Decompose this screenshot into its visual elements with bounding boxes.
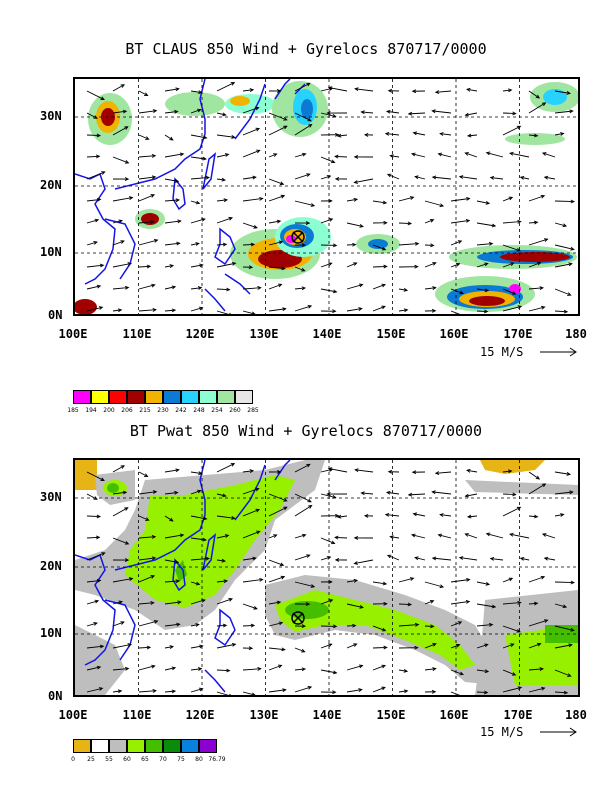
panel1-colorbar-swatch: [109, 390, 127, 404]
panel1-lon-110e: 110E: [122, 327, 152, 341]
panel2-wind-vectors: [86, 463, 576, 700]
panel1-lon-100e: 100E: [58, 327, 88, 341]
panel1-colorbar-swatch: [127, 390, 145, 404]
panel2-lon-140e: 140E: [312, 708, 342, 722]
panel1-wind-vectors: [86, 82, 576, 319]
panel1-ref-vector-label: 15 M/S: [480, 345, 524, 359]
panel1-colorbar-swatch: [235, 390, 253, 404]
panel1-cloud-shading: [73, 81, 580, 315]
panel2-lat-20n: 20N: [40, 559, 62, 573]
panel2-lon-180: 180: [565, 708, 587, 722]
panel2-colorbar-tick-label: 0: [71, 756, 75, 763]
panel2-ref-arrow-icon: [540, 727, 577, 737]
panel2-map-svg: [74, 459, 578, 700]
panel1-lon-180: 180: [565, 327, 587, 341]
panel1-colorbar-swatch: [199, 390, 217, 404]
panel1-lat-20n: 20N: [40, 178, 62, 192]
panel2-lon-130e: 130E: [249, 708, 279, 722]
panel1-colorbar-tick-label: 260: [229, 407, 241, 414]
panel2-colorbar-tick-label: 80: [195, 756, 203, 763]
panel1-colorbar-swatch: [91, 390, 109, 404]
panel2-colorbar-ticks: 0 25 55 60 65 70 75 80 76.79: [64, 756, 226, 763]
panel1-lat-30n: 30N: [40, 109, 62, 123]
panel1-map: [73, 77, 580, 319]
panel1-lat-0n: 0N: [48, 308, 63, 322]
panel1-lon-120e: 120E: [185, 327, 215, 341]
panel2-colorbar-swatch: [181, 739, 199, 753]
panel2-colorbar: [73, 739, 217, 753]
panel2-colorbar-swatch: [163, 739, 181, 753]
panel1-colorbar-tick-label: 248: [193, 407, 205, 414]
panel1-colorbar-tick-label: 230: [157, 407, 169, 414]
panel1-lat-10n: 10N: [40, 245, 62, 259]
panel1-coastlines: [74, 78, 306, 312]
panel2-lon-120e: 120E: [185, 708, 215, 722]
panel2-lon-110e: 110E: [122, 708, 152, 722]
panel1-colorbar-swatch: [217, 390, 235, 404]
panel2-colorbar-tick-label: 76.79: [208, 756, 226, 763]
panel2-colorbar-tick-label: 25: [87, 756, 95, 763]
panel2-colorbar-swatch: [145, 739, 163, 753]
panel1-map-svg: [73, 78, 580, 319]
panel2-colorbar-tick-label: 60: [123, 756, 131, 763]
panel2-ref-vector-label: 15 M/S: [480, 725, 524, 739]
panel2-colorbar-tick-label: 65: [141, 756, 149, 763]
gyre-marker-icon: [291, 611, 305, 625]
gyre-marker-icon: [291, 230, 305, 244]
panel1-colorbar-tick-label: 194: [85, 407, 97, 414]
panel1-colorbar-swatch: [145, 390, 163, 404]
panel1-lon-130e: 130E: [249, 327, 279, 341]
panel2-lon-150e: 150E: [376, 708, 406, 722]
panel2-colorbar-tick-label: 55: [105, 756, 113, 763]
panel2-lat-30n: 30N: [40, 490, 62, 504]
panel2-coastlines: [74, 459, 291, 693]
panel2-lat-10n: 10N: [40, 626, 62, 640]
panel1-colorbar-tick-label: 206: [121, 407, 133, 414]
panel1-ref-arrow-icon: [540, 347, 577, 357]
panel1-colorbar-tick-label: 185: [67, 407, 79, 414]
panel1-colorbar-swatch: [163, 390, 181, 404]
panel1-lon-170e: 170E: [503, 327, 533, 341]
panel1-colorbar-ticks: 185 194 200 206 215 230 242 248 254 260 285: [64, 407, 262, 414]
panel2-pwat-shading: [75, 460, 578, 695]
panel2-map: [73, 458, 580, 700]
panel2-colorbar-swatch: [91, 739, 109, 753]
panel1-colorbar-swatch: [181, 390, 199, 404]
panel2-lon-160e: 160E: [439, 708, 469, 722]
panel2-colorbar-swatch: [199, 739, 217, 753]
panel2-colorbar-tick-label: 70: [159, 756, 167, 763]
panel1-colorbar-tick-label: 242: [175, 407, 187, 414]
panel2-title: BT Pwat 850 Wind + Gyrelocs 870717/0000: [129, 422, 483, 440]
panel2-lon-100e: 100E: [58, 708, 88, 722]
panel2-colorbar-swatch: [73, 739, 91, 753]
panel2-lon-170e: 170E: [503, 708, 533, 722]
panel1-colorbar-tick-label: 200: [103, 407, 115, 414]
panel1-colorbar: [73, 390, 253, 404]
panel2-colorbar-swatch: [109, 739, 127, 753]
panel1-colorbar-tick-label: 254: [211, 407, 223, 414]
panel2-colorbar-swatch: [127, 739, 145, 753]
panel1-lon-140e: 140E: [312, 327, 342, 341]
panel1-lon-150e: 150E: [376, 327, 406, 341]
panel1-colorbar-swatch: [73, 390, 91, 404]
panel2-colorbar-tick-label: 75: [177, 756, 185, 763]
panel1-colorbar-tick-label: 285: [247, 407, 259, 414]
panel1-title: BT CLAUS 850 Wind + Gyrelocs 870717/0000: [125, 40, 487, 58]
panel1-lon-160e: 160E: [439, 327, 469, 341]
panel2-lat-0n: 0N: [48, 689, 63, 703]
panel1-colorbar-tick-label: 215: [139, 407, 151, 414]
